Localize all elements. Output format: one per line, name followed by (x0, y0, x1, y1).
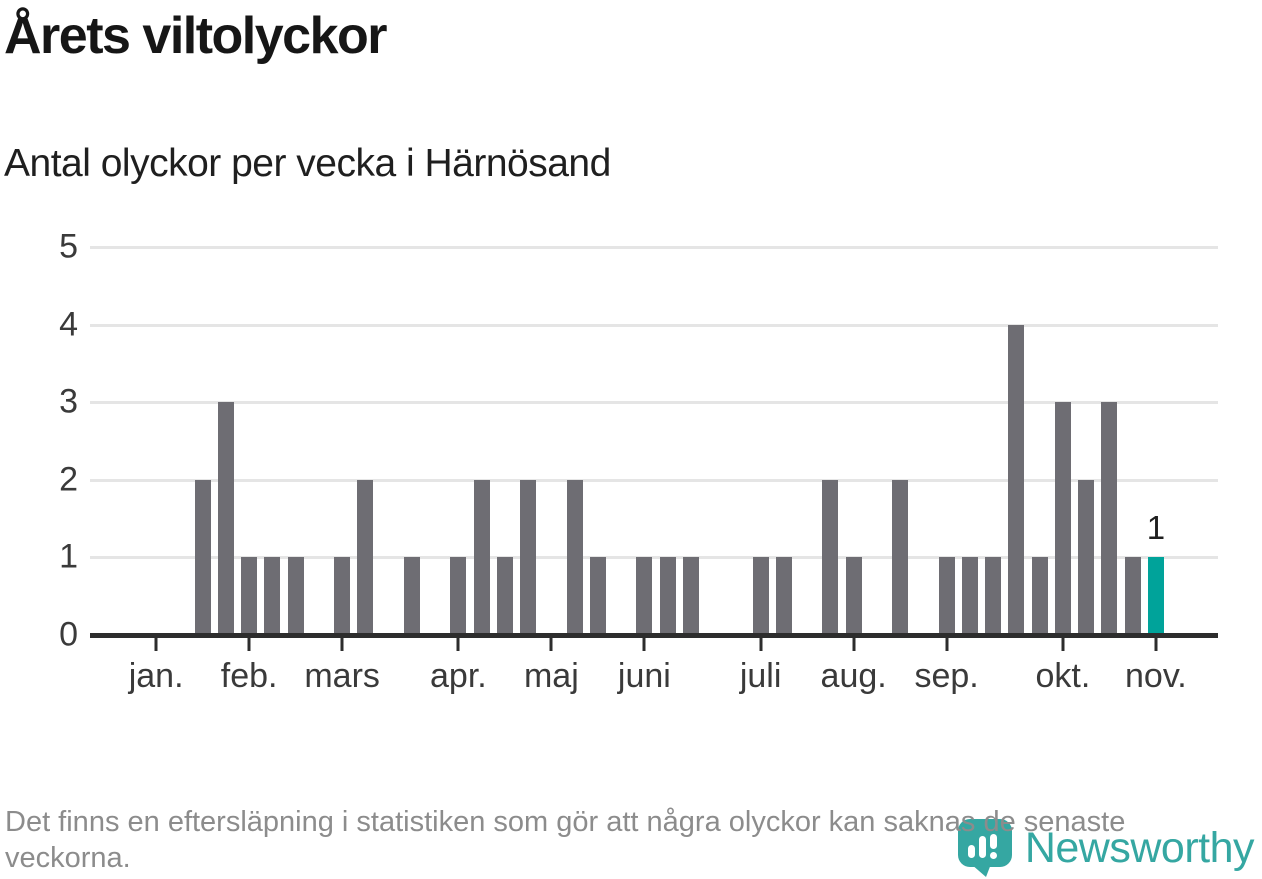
logo-chart-bar-icon (967, 845, 975, 858)
bar-week (287, 557, 304, 635)
bar-week (1078, 479, 1095, 635)
x-axis-tick (1154, 637, 1158, 651)
logo-bubble-tail (970, 864, 991, 877)
bar-week (938, 557, 955, 635)
bar-week (403, 557, 420, 635)
x-axis-month-label: sep. (914, 657, 979, 695)
bar-week (1101, 402, 1118, 635)
page-title: Årets viltolyckor (4, 7, 388, 65)
gridline (90, 246, 1218, 249)
bar-week (566, 479, 583, 635)
y-axis-tick-label: 3 (59, 382, 78, 421)
x-axis-month-label: okt. (1035, 657, 1091, 695)
x-axis-tick (247, 637, 251, 651)
bar-week (1031, 557, 1048, 635)
y-axis-tick-label: 5 (59, 227, 78, 266)
x-axis-tick (1061, 637, 1065, 651)
chart-subtitle: Antal olyckor per vecka i Härnösand (4, 142, 611, 185)
x-axis-tick (340, 637, 344, 651)
x-axis-month-label: nov. (1125, 657, 1187, 695)
x-axis-tick (945, 637, 949, 651)
bar-chart-plot-area: jan. feb. mars apr. maj juni juli aug. sep. okt. n… (90, 246, 1218, 695)
x-axis-tick (759, 637, 763, 651)
newsworthy-logo-icon (957, 819, 1012, 877)
gridline (90, 401, 1218, 405)
y-axis-tick-label: 2 (59, 460, 78, 499)
y-axis: 0 1 2 3 4 5 (0, 228, 78, 654)
x-axis-tick (549, 637, 553, 651)
footer-note: Det finns en eftersläpning i statistiken… (5, 806, 1126, 875)
logo-chart-bar-icon (978, 836, 986, 858)
bar-week (334, 557, 351, 635)
bar-week (473, 479, 490, 635)
x-axis-line (90, 633, 1218, 638)
y-axis-tick-label: 1 (59, 537, 78, 576)
bar-week (1054, 402, 1071, 635)
bar-week (985, 557, 1002, 635)
bar-week (520, 479, 537, 635)
x-axis-month-label: maj (523, 657, 579, 695)
bar-week (892, 479, 909, 635)
bar-week (496, 557, 513, 635)
bar-week (822, 479, 839, 635)
bar-week (264, 557, 281, 635)
x-axis-tick (154, 637, 158, 651)
x-axis-month-label: aug. (820, 657, 887, 695)
x-axis-month-label: feb. (220, 657, 278, 695)
logo-chart-bar-icon (989, 834, 997, 849)
x-axis-month-label: juni (617, 657, 671, 695)
bar-week (589, 557, 606, 635)
newsworthy-logo-text: Newsworthy (1024, 823, 1255, 872)
bar-week (845, 557, 862, 635)
bar-week (682, 557, 699, 635)
data-value-label: 1 (1146, 509, 1166, 547)
y-axis-tick-label: 0 (59, 615, 78, 654)
x-axis-month-label: juli (739, 657, 782, 695)
bar-week (752, 557, 769, 635)
bar-week (194, 479, 211, 635)
bar-week (659, 557, 676, 635)
bar-highlighted-week (1147, 557, 1164, 635)
bar-week (1124, 557, 1141, 635)
x-axis-tick (642, 637, 646, 651)
x-axis-month-label: jan. (128, 657, 184, 695)
x-axis-month-label: apr. (430, 657, 487, 695)
bar-week (217, 402, 234, 635)
gridline (90, 323, 1218, 327)
x-axis-tick (456, 637, 460, 651)
bar-week (961, 557, 978, 635)
bar-week (450, 557, 467, 635)
logo-exclamation-dot-icon (989, 852, 997, 859)
bar-week (775, 557, 792, 635)
bar-week (357, 479, 374, 635)
bar-week (636, 557, 653, 635)
x-axis-month-label: mars (304, 657, 380, 695)
bar-week (241, 557, 258, 635)
bar-slots: jan. feb. mars apr. maj juni juli aug. sep. okt. n… (98, 247, 1214, 695)
gridline (90, 478, 1218, 482)
x-axis-tick (852, 637, 856, 651)
bar-week (1008, 324, 1025, 635)
newsworthy-logo: Newsworthy (957, 819, 1255, 877)
y-axis-tick-label: 4 (59, 305, 78, 344)
gridline (90, 556, 1218, 560)
